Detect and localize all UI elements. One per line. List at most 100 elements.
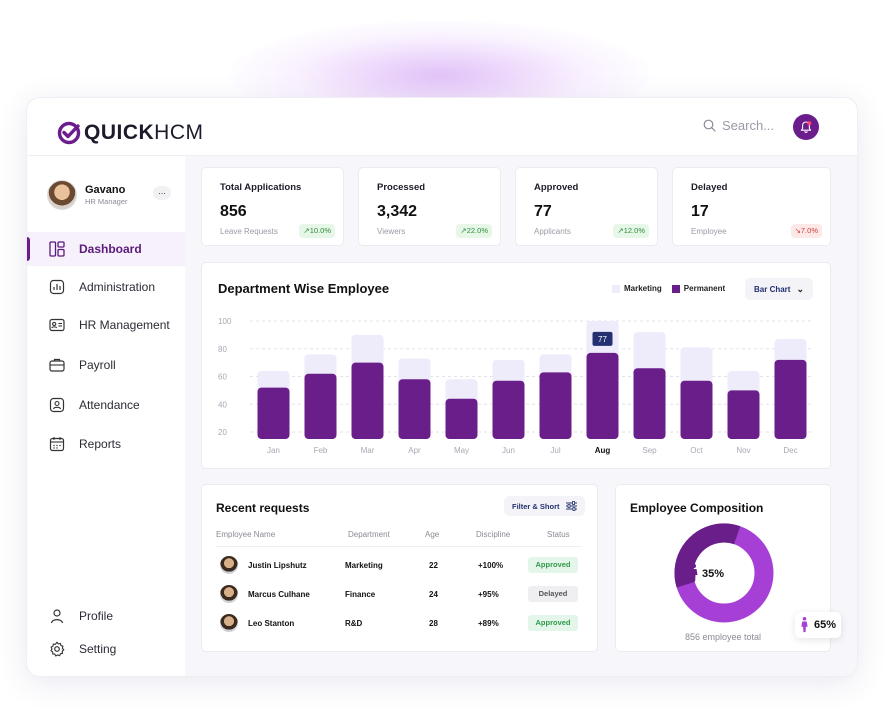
stat-value: 3,342 <box>377 203 418 220</box>
bar-permanent <box>633 368 666 439</box>
sidebar-item-label: Reports <box>79 437 122 451</box>
legend-label-marketing: Marketing <box>624 284 662 293</box>
sidebar-item-reports[interactable]: Reports <box>27 427 185 461</box>
sliders-icon <box>565 501 577 511</box>
bar-permanent <box>257 387 290 439</box>
chart-icon <box>49 279 65 295</box>
department: Finance <box>345 590 376 599</box>
recent-requests-card: Recent requests Filter & Short Employee … <box>201 484 598 652</box>
search-field[interactable]: Search... <box>703 118 774 133</box>
composition-callout-65: 65% <box>795 612 841 638</box>
data-tooltip <box>592 331 613 346</box>
sidebar-item-profile[interactable]: Profile <box>27 599 185 633</box>
user-profile[interactable]: Gavano HR Manager <box>47 180 128 210</box>
column-header-age[interactable]: Age <box>425 530 440 539</box>
table-row[interactable]: Leo Stanton R&D 28 +89% Approved <box>216 611 582 637</box>
id-card-icon <box>49 317 65 333</box>
bar-permanent <box>539 372 572 439</box>
x-tick-label: Mar <box>361 446 375 455</box>
stat-value: 856 <box>220 203 247 220</box>
table-row[interactable]: Marcus Culhane Finance 24 +95% Delayed <box>216 582 582 608</box>
chart-type-dropdown[interactable]: Bar Chart ⌄ <box>745 278 813 300</box>
sidebar-item-dashboard[interactable]: Dashboard <box>27 232 185 266</box>
trend-up-icon: ↗ <box>303 226 310 235</box>
bell-icon <box>800 121 812 133</box>
data-label: 77 <box>598 335 607 344</box>
sidebar-item-payroll[interactable]: Payroll <box>27 348 185 382</box>
age: 28 <box>429 619 438 628</box>
stat-title: Delayed <box>691 182 728 193</box>
sidebar-item-administration[interactable]: Administration <box>27 270 185 304</box>
stat-card-delayed[interactable]: Delayed 17 Employee ↘7.0% <box>672 167 831 246</box>
column-header-department[interactable]: Department <box>348 530 390 539</box>
bar-permanent <box>774 359 807 439</box>
bar-permanent <box>727 390 760 439</box>
avatar <box>220 614 238 632</box>
y-tick-label: 80 <box>218 345 227 354</box>
sidebar-item-label: Dashboard <box>79 242 142 256</box>
composition-donut: 35% <box>674 523 774 623</box>
sidebar-item-label: Administration <box>79 280 156 294</box>
department: R&D <box>345 619 363 628</box>
status-badge: Approved <box>528 557 578 573</box>
y-tick-label: 100 <box>218 317 232 326</box>
person-icon <box>801 617 808 633</box>
sidebar-item-hr-management[interactable]: HR Management <box>27 308 185 342</box>
bar-permanent <box>586 352 619 439</box>
age: 24 <box>429 590 438 599</box>
department: Marketing <box>345 561 383 570</box>
status-badge: Delayed <box>528 586 578 602</box>
sidebar-item-setting[interactable]: Setting <box>27 632 185 666</box>
stat-card-approved[interactable]: Approved 77 Applicants ↗12.0% <box>515 167 658 246</box>
user-role: HR Manager <box>85 197 128 206</box>
legend-swatch-marketing <box>612 284 620 293</box>
x-tick-label: Oct <box>690 446 703 455</box>
chart-legend: Marketing Permanent <box>612 284 725 293</box>
table-row[interactable]: Justin Lipshutz Marketing 22 +100% Appro… <box>216 553 582 579</box>
briefcase-icon <box>49 357 65 373</box>
donut-label-35: 35% <box>702 568 724 580</box>
bar-permanent <box>304 373 337 439</box>
chart-type-label: Bar Chart <box>754 284 791 294</box>
x-tick-label: Feb <box>314 446 328 455</box>
bar-permanent <box>445 398 478 439</box>
logo-check-icon <box>57 120 83 146</box>
avatar <box>220 585 238 603</box>
trend-up-icon: ↗ <box>617 226 624 235</box>
stat-card-total-applications[interactable]: Total Applications 856 Leave Requests ↗1… <box>201 167 344 246</box>
sidebar-item-attendance[interactable]: Attendance <box>27 388 185 422</box>
x-tick-label: Jun <box>502 446 515 455</box>
sidebar-item-label: HR Management <box>79 318 170 332</box>
trend-badge: ↗10.0% <box>299 224 335 238</box>
user-name: Gavano <box>85 184 126 196</box>
stat-value: 77 <box>534 203 552 220</box>
stat-card-processed[interactable]: Processed 3,342 Viewers ↗22.0% <box>358 167 501 246</box>
y-tick-label: 60 <box>218 373 227 382</box>
column-header-employee-name[interactable]: Employee Name <box>216 530 276 539</box>
app-window: QUICKHCM Search... Gavano HR Manager <box>26 97 858 677</box>
status-badge: Approved <box>528 615 578 631</box>
discipline: +95% <box>478 590 499 599</box>
x-tick-label: Jul <box>550 446 560 455</box>
column-header-discipline[interactable]: Discipline <box>476 530 511 539</box>
stat-title: Processed <box>377 182 426 193</box>
y-tick-label: 40 <box>218 400 227 409</box>
logo[interactable]: QUICKHCM <box>57 120 204 146</box>
dashboard-icon <box>49 241 65 257</box>
calendar-icon <box>49 436 65 452</box>
department-chart-card: Department Wise Employee Marketing Perma… <box>201 262 831 469</box>
discipline: +100% <box>478 561 504 570</box>
trend-badge: ↗22.0% <box>456 224 492 238</box>
x-tick-label: Nov <box>736 446 750 455</box>
top-bar: QUICKHCM Search... <box>27 98 857 156</box>
filter-sort-button[interactable]: Filter & Short <box>504 496 585 516</box>
trend-down-icon: ↘ <box>794 226 801 235</box>
sidebar-item-label: Payroll <box>79 358 116 372</box>
more-options-button[interactable]: ... <box>153 186 171 200</box>
discipline: +89% <box>478 619 499 628</box>
column-header-status[interactable]: Status <box>547 530 570 539</box>
search-icon <box>703 119 716 132</box>
notification-button[interactable] <box>793 114 819 140</box>
stat-subtitle: Leave Requests <box>220 227 278 236</box>
gear-icon <box>49 641 65 657</box>
